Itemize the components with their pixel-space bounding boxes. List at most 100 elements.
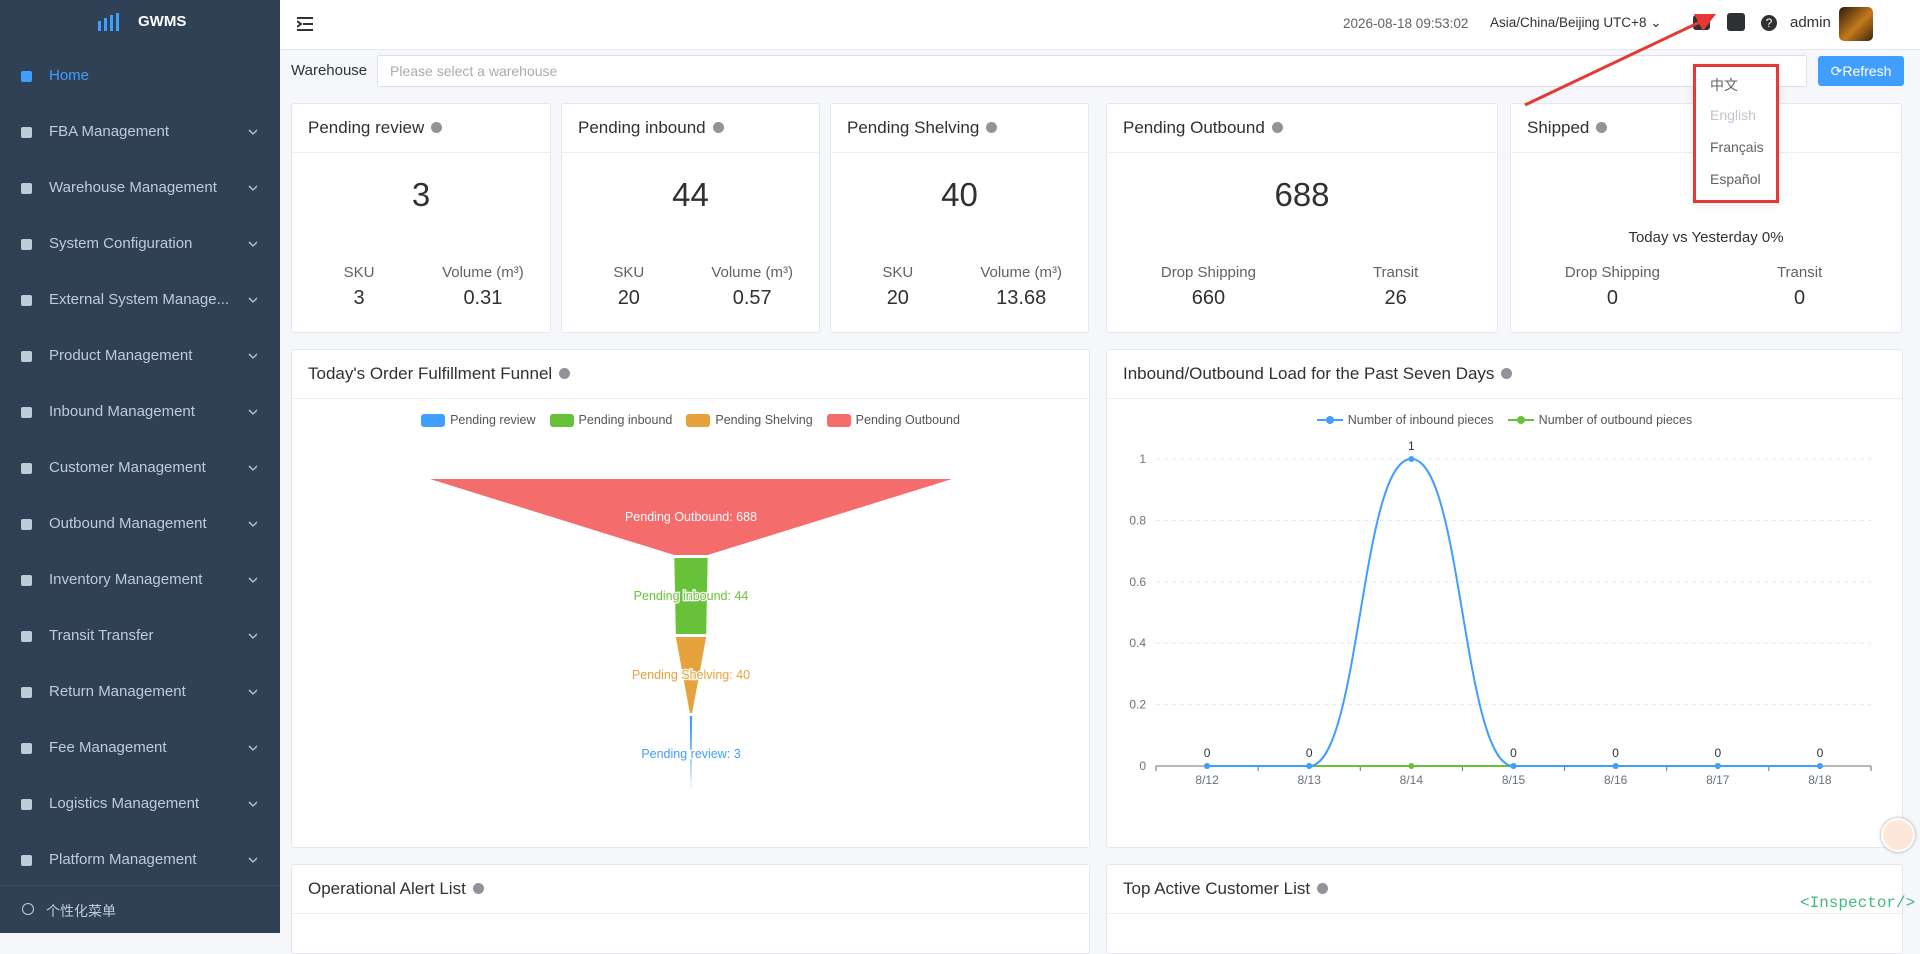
menu-label: Outbound Management (49, 515, 207, 532)
menu-item[interactable]: Outbound Management (0, 504, 280, 544)
card-note: Today vs Yesterday 0% (1628, 229, 1784, 246)
funnel-segment (674, 558, 708, 634)
menu-icon (21, 855, 32, 866)
chart: 0 0.2 0.4 0.6 0.8 1 8/12 8/13 8/14 8/15 8/16 8/17 8/… (1129, 439, 1872, 787)
chevron-path (248, 857, 258, 863)
funnel-segment (430, 479, 952, 555)
stat-value: 0 (1794, 287, 1806, 309)
menu-item[interactable]: External System Manage... (0, 280, 280, 320)
user-name[interactable]: admin (1790, 14, 1831, 31)
menu-item[interactable]: Logistics Management (0, 784, 280, 824)
data-label: 0 (1714, 746, 1721, 760)
menu-item[interactable]: Warehouse Management (0, 168, 280, 208)
panel-header: Today's Order Fulfillment Funnel (292, 350, 1089, 399)
menu-item[interactable]: FBA Management (0, 112, 280, 152)
stat-label: Volume (m³) (980, 264, 1063, 281)
menu-label: Product Management (49, 347, 193, 364)
legend-item[interactable]: Pending Shelving (686, 413, 813, 427)
chevron (248, 465, 258, 471)
chart-panel: Today's Order Fulfillment Funnel Pending … (291, 349, 1090, 848)
data-label: 0 (1817, 746, 1824, 760)
menu-item[interactable]: Inventory Management (0, 560, 280, 600)
menu-icon (21, 687, 32, 698)
panel-header: Inbound/Outbound Load for the Past Seven… (1107, 350, 1902, 399)
chevron-path (248, 465, 258, 471)
data-label: 0 (1510, 746, 1517, 760)
card-header: Pending Outbound (1107, 104, 1497, 153)
stat-label: Volume (m³) (442, 264, 524, 281)
menu-item[interactable]: Return Management (0, 672, 280, 712)
panel-title: Today's Order Fulfillment Funnel (308, 364, 553, 383)
menu-item[interactable]: Home (0, 56, 280, 96)
legend-item[interactable]: Number of inbound pieces (1316, 413, 1494, 427)
menu-item[interactable]: Transit Transfer (0, 616, 280, 656)
legend-item[interactable]: Pending review (421, 413, 536, 427)
legend-item[interactable]: Number of outbound pieces (1507, 413, 1692, 427)
language-option[interactable]: Français (1710, 139, 1764, 155)
language-option[interactable]: English (1710, 107, 1756, 123)
language-option[interactable]: Español (1710, 171, 1761, 187)
datetime: 2026-08-18 09:53:02 (1343, 16, 1469, 31)
legend-label: Pending inbound (578, 413, 673, 427)
chevron (248, 241, 258, 247)
chevron (248, 521, 258, 527)
customer-panel: Top Active Customer List (1106, 864, 1903, 954)
menu-label: External System Manage... (49, 291, 230, 308)
data-point (1408, 763, 1415, 769)
help-icon[interactable]: ? (1761, 15, 1777, 31)
menu-item[interactable]: System Configuration (0, 224, 280, 264)
data-point (1306, 763, 1313, 769)
y-tick-label: 1 (1139, 452, 1146, 466)
panel-title: Inbound/Outbound Load for the Past Seven… (1123, 364, 1495, 383)
chevron (248, 297, 258, 303)
data-label: 0 (1306, 746, 1313, 760)
x-tick-label: 8/17 (1706, 773, 1730, 787)
card-value: 3 (411, 176, 431, 213)
custom-menu[interactable]: 个性化菜单 (0, 885, 280, 934)
language-option[interactable]: 中文 (1710, 77, 1738, 93)
menu-item[interactable]: Fee Management (0, 728, 280, 768)
data-point (1204, 763, 1211, 769)
chevron-path (248, 409, 258, 415)
menu-label: Inbound Management (49, 403, 195, 420)
x-tick-label: 8/13 (1298, 773, 1322, 787)
data-point (1510, 763, 1517, 769)
stat-label: Transit (1776, 264, 1823, 281)
data-point (1408, 456, 1415, 462)
card-title: Pending Outbound (1123, 118, 1265, 137)
menu-label: Fee Management (49, 739, 167, 756)
message-icon[interactable] (1693, 15, 1710, 30)
legend-label: Pending review (450, 413, 536, 427)
logo (98, 13, 119, 31)
menu-item[interactable]: Customer Management (0, 448, 280, 488)
menu-toggle[interactable] (297, 17, 313, 31)
chevron (248, 801, 258, 807)
chevron-path (248, 801, 258, 807)
stat-value: 13.68 (996, 287, 1047, 309)
y-tick-label: 0.8 (1129, 513, 1146, 527)
menu-icon (21, 631, 32, 642)
info-icon (986, 122, 998, 133)
funnel-segment (689, 716, 693, 792)
filter-label: Warehouse (291, 62, 368, 79)
menu-icon (21, 575, 32, 586)
chart-panel: Inbound/Outbound Load for the Past Seven… (1106, 349, 1903, 848)
x-tick-label: 8/14 (1400, 773, 1424, 787)
legend-item[interactable]: Pending inbound (549, 413, 673, 427)
timezone[interactable]: Asia/China/Beijing UTC+8 ⌄ (1490, 15, 1662, 30)
avatar[interactable] (1839, 7, 1873, 41)
legend-item[interactable]: Pending Outbound (826, 413, 960, 427)
warehouse-select[interactable]: Please select a warehouse (377, 55, 1807, 87)
card-value: 688 (1274, 176, 1330, 213)
chevron (248, 409, 258, 415)
stat-value: 0.57 (732, 287, 772, 309)
assistant-avatar[interactable] (1881, 818, 1915, 852)
menu-item[interactable]: Inbound Management (0, 392, 280, 432)
menu-item[interactable]: Product Management (0, 336, 280, 376)
inspector[interactable]: <Inspector/> (1800, 894, 1916, 912)
refresh-button[interactable]: ⟳Refresh (1818, 56, 1904, 86)
menu-item[interactable]: Platform Management (0, 840, 280, 880)
chevron (248, 129, 258, 135)
language-icon[interactable] (1727, 13, 1745, 31)
legend-label: Pending Shelving (715, 413, 813, 427)
